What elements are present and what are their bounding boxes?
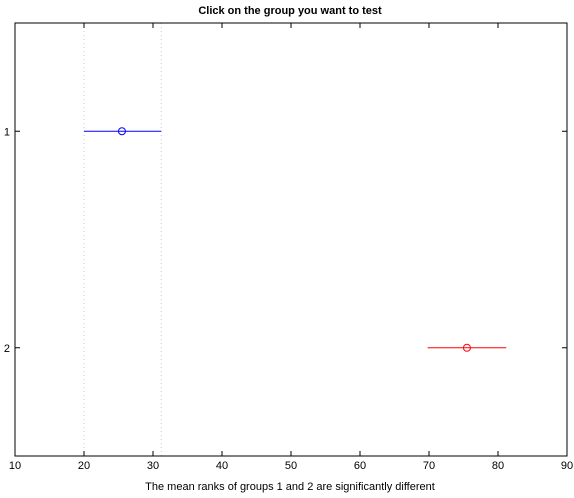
x-tick-label: 10: [9, 460, 21, 472]
reference-lines: [83, 23, 162, 456]
x-tick-label: 30: [147, 460, 159, 472]
x-tick-label: 20: [78, 460, 90, 472]
x-tick-label: 50: [285, 460, 297, 472]
group-2-mean-marker[interactable]: [462, 343, 471, 352]
x-tick-label: 60: [354, 460, 366, 472]
y-axis: 12: [4, 126, 567, 355]
chart-title: Click on the group you want to test: [198, 5, 382, 17]
x-tick-label: 90: [561, 460, 573, 472]
y-tick-label: 2: [4, 343, 10, 355]
group-2-interval[interactable]: [427, 343, 507, 352]
x-tick-label: 70: [423, 460, 435, 472]
group-1-interval[interactable]: [84, 127, 162, 136]
x-tick-label: 80: [492, 460, 504, 472]
group-1-mean-marker[interactable]: [117, 127, 126, 136]
plot-area[interactable]: [14, 22, 568, 457]
x-axis-label: The mean ranks of groups 1 and 2 are sig…: [145, 481, 435, 493]
group-intervals: [84, 127, 507, 352]
x-tick-label: 40: [216, 460, 228, 472]
x-axis: 10 20 30 40 50 60 70 80 90: [9, 23, 573, 472]
y-tick-label: 1: [4, 126, 10, 138]
